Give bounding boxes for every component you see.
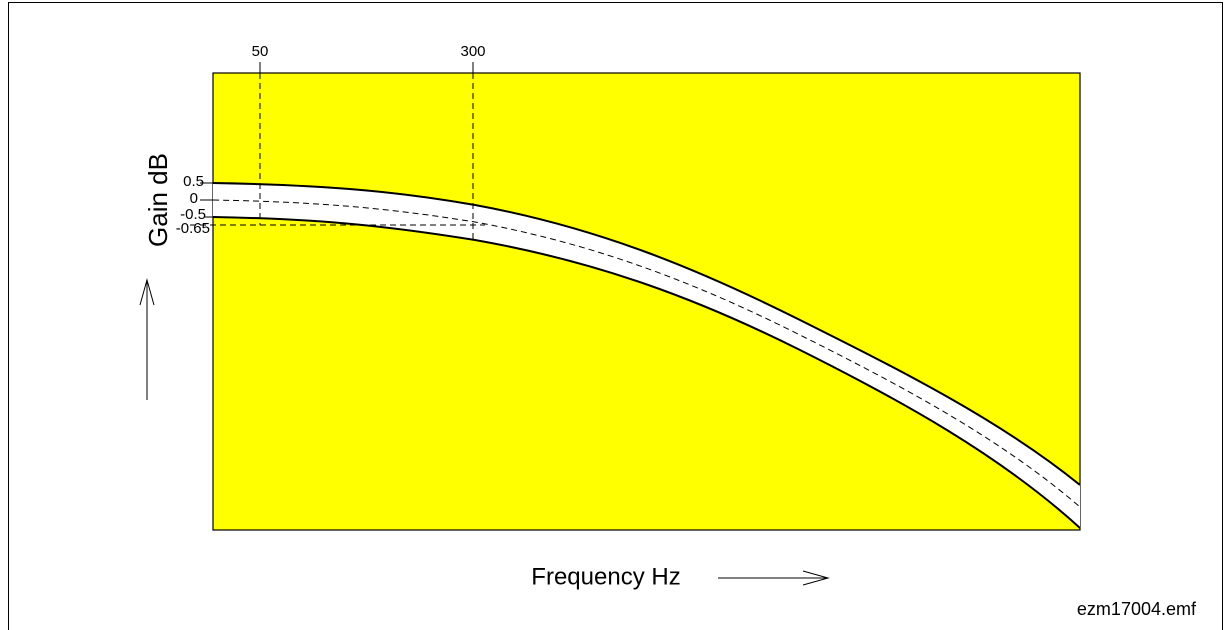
file-name: ezm17004.emf xyxy=(1077,599,1197,619)
y-axis-label: Gain dB xyxy=(143,153,173,247)
frame xyxy=(8,2,1223,630)
nominal-curve xyxy=(212,199,1081,508)
y-marker-label: -0.65 xyxy=(176,220,210,237)
lower-limit xyxy=(212,216,1081,529)
x-marker-label: 50 xyxy=(252,43,269,60)
y-marker-label: 0.5 xyxy=(183,173,204,190)
upper-limit xyxy=(212,182,1081,486)
y-axis-arrow xyxy=(139,278,155,400)
tolerance-band xyxy=(213,183,1080,528)
y-marker-label: 0 xyxy=(190,190,198,207)
x-axis-label: Frequency Hz xyxy=(531,563,680,590)
x-marker-label: 300 xyxy=(460,43,485,60)
plot-area xyxy=(212,72,1081,531)
y-marker-label: -0.5 xyxy=(180,206,206,223)
x-axis-arrow xyxy=(718,570,830,586)
